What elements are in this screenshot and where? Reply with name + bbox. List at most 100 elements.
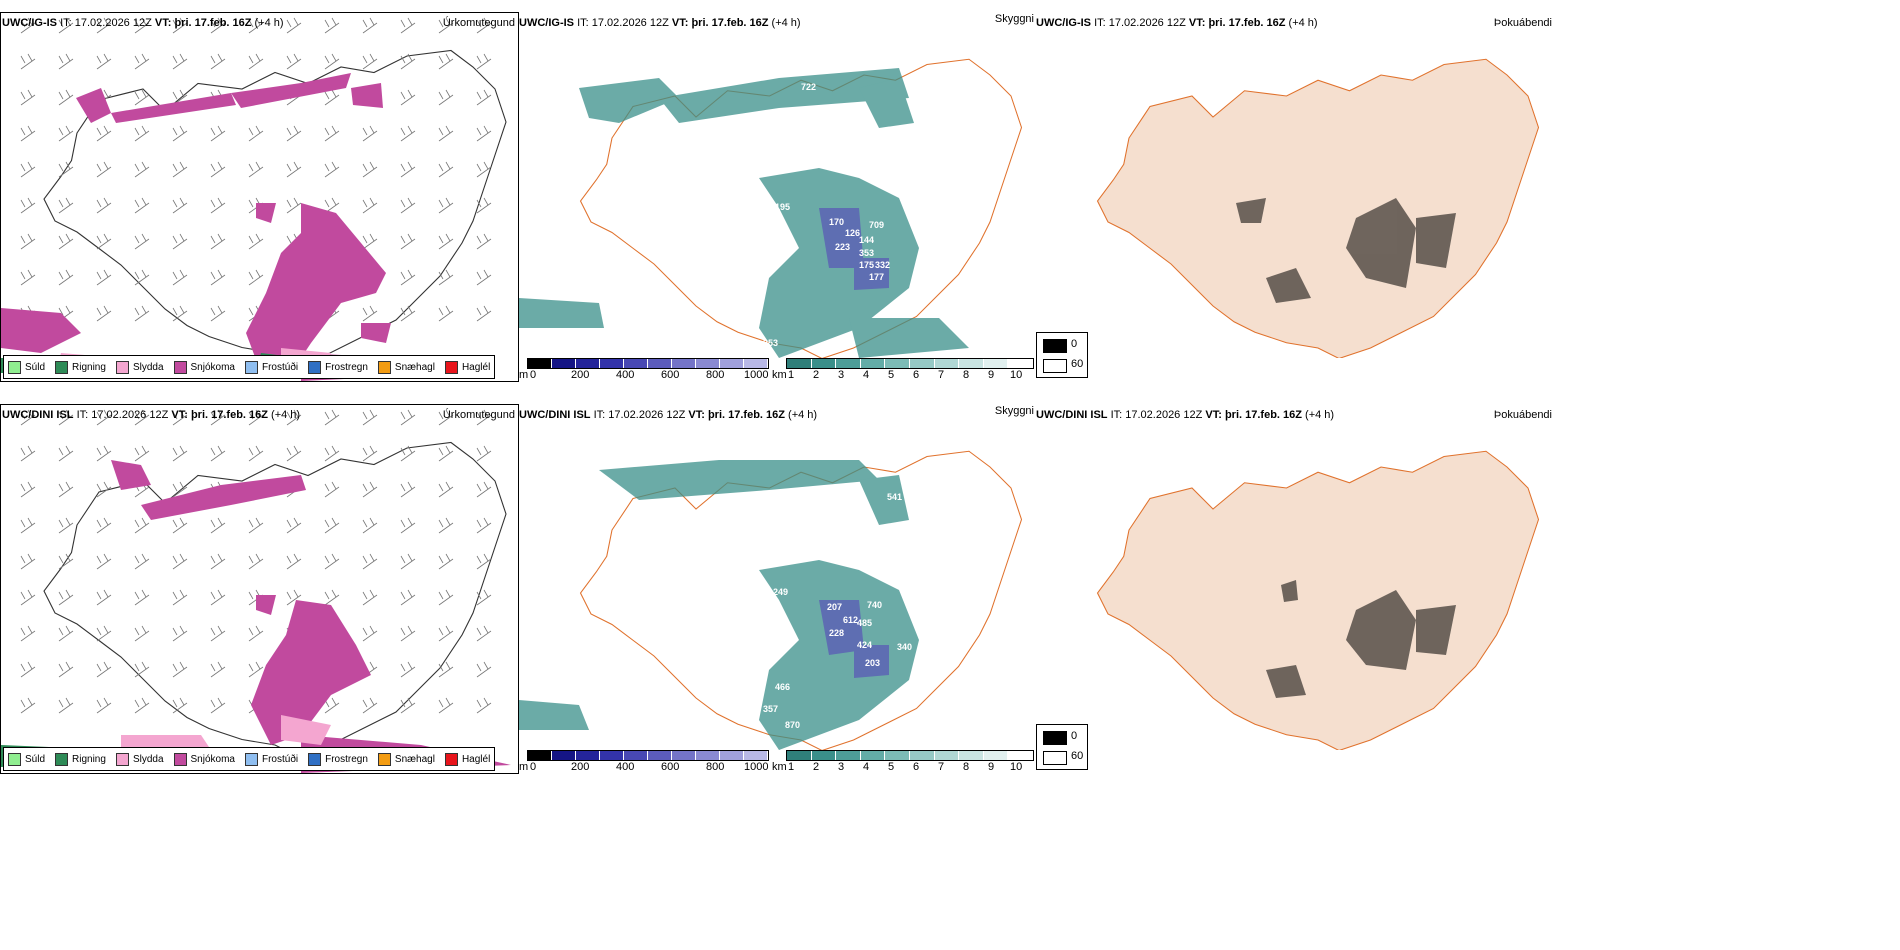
wind-barb xyxy=(96,161,112,178)
wind-barb xyxy=(286,589,302,606)
wind-barb xyxy=(96,625,112,642)
precip-legend-swatch xyxy=(173,360,187,374)
cloud-base-label: 722 xyxy=(801,82,816,92)
wind-barb xyxy=(324,697,340,714)
visibility-bar xyxy=(786,750,1034,761)
wind-barb xyxy=(476,409,492,426)
wind-barb xyxy=(476,233,492,250)
wind-barb xyxy=(476,661,492,678)
wind-barb xyxy=(400,53,416,70)
wind-barb xyxy=(286,17,302,34)
visibility-tick: 9 xyxy=(988,369,995,381)
wind-barb xyxy=(20,53,36,70)
cloud-base-label: 203 xyxy=(865,658,880,668)
wind-barb xyxy=(134,161,150,178)
header-precip-top: UWC/IG-IS IT: 17.02.2026 12Z VT: þri. 17… xyxy=(2,17,284,29)
wind-barb xyxy=(172,481,188,498)
wind-barb xyxy=(286,553,302,570)
wind-barb xyxy=(134,409,150,426)
wind-barb xyxy=(172,269,188,286)
wind-barb xyxy=(476,53,492,70)
wind-barb xyxy=(438,697,454,714)
wind-barb xyxy=(210,161,226,178)
cloud-base-label: 870 xyxy=(785,720,800,730)
precip-legend-label: Súld xyxy=(25,753,46,765)
wind-barb xyxy=(58,661,74,678)
precip-legend-item: Snjókoma xyxy=(173,360,235,374)
wind-barb xyxy=(20,697,36,714)
coastline xyxy=(43,49,507,365)
precip-type-map-bottom: Súld Rigning Slydda Snjókoma Frostúði Frostre… xyxy=(0,404,519,774)
wind-barb xyxy=(438,89,454,106)
wind-barb xyxy=(248,125,264,142)
wind-barb xyxy=(96,589,112,606)
visibility-tick: 7 xyxy=(938,761,945,773)
visibility-tick: 8 xyxy=(963,369,970,381)
wind-barb xyxy=(286,161,302,178)
precip-legend-swatch xyxy=(8,360,21,374)
wind-barb xyxy=(324,409,340,426)
visibility-tick: 9 xyxy=(988,761,995,773)
wind-barb xyxy=(134,553,150,570)
wind-barb xyxy=(210,553,226,570)
wind-barb xyxy=(20,161,36,178)
visibility-unit: km xyxy=(772,369,787,381)
wind-barb xyxy=(400,269,416,286)
wind-barb xyxy=(172,697,188,714)
precip-legend-item: Slydda xyxy=(115,360,164,374)
wind-barb xyxy=(210,409,226,426)
wind-barb xyxy=(400,197,416,214)
wind-barb xyxy=(210,517,226,534)
wind-barb xyxy=(362,553,378,570)
wind-barb xyxy=(400,305,416,322)
wind-barb xyxy=(438,589,454,606)
wind-barb xyxy=(362,53,378,70)
wind-barb xyxy=(20,661,36,678)
wind-barb xyxy=(20,589,36,606)
fog-swatch-white xyxy=(1043,359,1067,373)
visibility-tick: 2 xyxy=(813,761,820,773)
wind-barb xyxy=(248,625,264,642)
fog-swatch-black xyxy=(1043,731,1067,745)
wind-barb xyxy=(210,197,226,214)
wind-barb xyxy=(20,481,36,498)
precip-legend-item: Súld xyxy=(8,360,45,374)
wind-barb xyxy=(172,445,188,462)
wind-barb xyxy=(362,625,378,642)
wind-barb xyxy=(134,233,150,250)
cloud-base-label: 144 xyxy=(859,235,874,245)
wind-barb xyxy=(438,445,454,462)
cloud-base-label: 612 xyxy=(843,615,858,625)
precip-legend-item: Haglél xyxy=(444,360,490,374)
wind-barb xyxy=(210,625,226,642)
visibility-tick: 4 xyxy=(863,761,870,773)
fog-map-top xyxy=(1036,28,1556,358)
visibility-map-bottom: 541 249 207 740 612 485 228 424 340 203 466 357 870 xyxy=(519,420,1034,750)
wind-barb xyxy=(172,17,188,34)
wind-barb xyxy=(172,589,188,606)
wind-barb xyxy=(172,305,188,322)
header-fog-top: UWC/IG-IS IT: 17.02.2026 12Z VT: þri. 17… xyxy=(1036,17,1318,29)
wind-barb xyxy=(58,269,74,286)
fog-legend-min: 0 xyxy=(1071,338,1078,350)
wind-barb xyxy=(362,233,378,250)
header-fog-bottom: UWC/DINI ISL IT: 17.02.2026 12Z VT: þri.… xyxy=(1036,409,1335,421)
cloud-base-label: 459 xyxy=(747,286,762,296)
visibility-colorbar-top: km 1 2 3 4 5 6 7 8 9 10 xyxy=(772,358,1034,382)
precip-legend-item: Snæhagl xyxy=(377,752,435,766)
wind-barb xyxy=(134,661,150,678)
cloud-base-label: 466 xyxy=(775,682,790,692)
wind-barb xyxy=(438,53,454,70)
cloud-base-label: 601 xyxy=(651,120,666,130)
wind-barb xyxy=(362,125,378,142)
cloudbase-bar xyxy=(527,750,769,761)
cloudbase-tick: 1000 xyxy=(744,369,769,381)
header-visibility-top: UWC/IG-IS IT: 17.02.2026 12Z VT: þri. 17… xyxy=(519,17,801,29)
precip-legend-label: Frostregn xyxy=(325,753,368,765)
visibility-tick: 8 xyxy=(963,761,970,773)
precip-legend-swatch xyxy=(173,752,187,766)
wind-barb xyxy=(400,589,416,606)
wind-barb xyxy=(438,553,454,570)
precip-legend-top: Súld Rigning Slydda Snjókoma Frostúði Frostre… xyxy=(3,355,496,379)
wind-barb xyxy=(134,305,150,322)
